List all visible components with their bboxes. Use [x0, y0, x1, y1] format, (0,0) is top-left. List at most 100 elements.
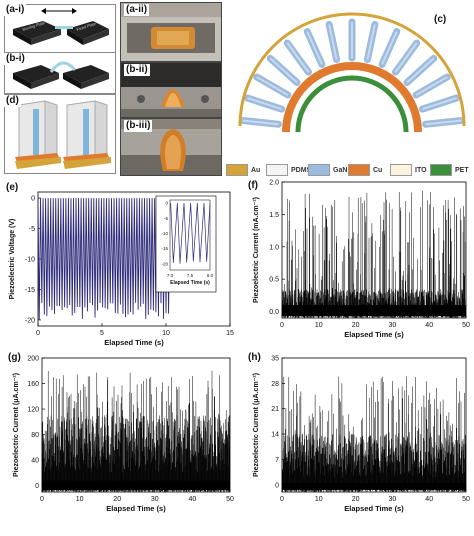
x-tick-label: 20: [352, 322, 360, 329]
legend-label: ITO: [415, 166, 427, 174]
bent-device-diagram: [13, 61, 109, 89]
x-tick-label: 0: [36, 330, 40, 337]
inset-x-tick-label: 7.5: [187, 273, 194, 278]
layer-legend: Au PDMS GaN Cu ITO PET: [226, 163, 472, 177]
gan-rod-highlight: [247, 97, 282, 111]
legend-swatch: [390, 164, 412, 176]
label-c: (c): [432, 14, 449, 26]
inset-y-tick-label: -15: [161, 246, 168, 251]
legend-item-pet: PET: [430, 164, 469, 176]
device-3d-diagram: [15, 100, 111, 169]
gan-rod-highlight: [422, 97, 457, 111]
x-tick-label: 50: [462, 496, 470, 503]
y-tick-label: 120: [27, 407, 39, 414]
plot-frame: [281, 181, 467, 319]
x-tick-label: 40: [425, 322, 433, 329]
inset-x-tick-label: 8.0: [207, 273, 214, 278]
inset-y-tick-label: 0: [165, 201, 168, 206]
label-b-iii: (b-iii): [124, 120, 153, 132]
legend-item-pdms: PDMS: [266, 164, 311, 176]
x-axis-title: Elapsed Time (s): [106, 504, 166, 513]
legend-swatch: [226, 164, 248, 176]
current-spikes: [281, 376, 466, 492]
label-f: (f): [246, 180, 260, 192]
y-tick-label: 28: [271, 381, 279, 388]
chart-g: 0 10 20 30 40 50 0 40 80 120 160 200 Elapsed Time (s…: [13, 356, 234, 514]
legend-label: PDMS: [291, 166, 312, 174]
legend-swatch: [430, 164, 452, 176]
baseline-band: [282, 482, 466, 490]
y-tick-label: -10: [25, 257, 35, 264]
current-trace: [281, 376, 466, 492]
x-tick-label: 0: [40, 496, 44, 503]
current-spikes: [281, 190, 466, 318]
plot-frame: [281, 357, 467, 493]
inset-x-axis-title: Elapsed Time (s): [170, 280, 210, 286]
gan-rod-highlight: [394, 42, 418, 73]
label-b-i: (b-i): [4, 53, 27, 65]
photo-b-iii: [120, 118, 222, 176]
x-tick-label: 10: [315, 322, 323, 329]
y-tick-label: 2.0: [269, 180, 279, 187]
legend-item-cu: Cu: [348, 164, 382, 176]
y-tick-label: 0: [35, 483, 39, 490]
x-tick-label: 40: [425, 496, 433, 503]
gan-rod-highlight: [242, 119, 279, 126]
y-tick-label: 0: [31, 196, 35, 203]
inset-y-tick-label: -10: [161, 231, 168, 236]
y-tick-label: 160: [27, 381, 39, 388]
legend-item-au: Au: [226, 164, 260, 176]
y-tick-label: 0: [275, 482, 279, 489]
baseline-band: [42, 480, 230, 491]
y-tick-label: 14: [271, 432, 279, 439]
x-tick-label: 15: [226, 330, 234, 337]
label-a-ii: (a-ii): [124, 4, 150, 16]
y-axis-title: Piezoelectric Current (mA.cm⁻²): [253, 197, 260, 303]
y-tick-label: -15: [25, 287, 35, 294]
legend-label: GaN: [333, 166, 348, 174]
x-tick-label: 10: [76, 496, 84, 503]
x-tick-label: 20: [352, 496, 360, 503]
y-tick-label: 0.5: [269, 277, 279, 284]
y-tick-label: -20: [25, 317, 35, 324]
gan-rod-highlight: [256, 76, 289, 96]
y-tick-label: 200: [27, 356, 39, 363]
legend-swatch: [348, 164, 370, 176]
x-tick-label: 30: [389, 496, 397, 503]
x-tick-label: 50: [226, 496, 234, 503]
gan-rod-highlight: [406, 57, 435, 84]
legend-label: Au: [251, 166, 261, 174]
y-axis-title: Piezoelectric Current (μA.cm⁻²): [253, 373, 260, 477]
gan-rod-highlight: [306, 31, 323, 65]
panel-d: [4, 94, 116, 174]
label-e: (e): [4, 182, 21, 194]
gan-rod-highlight: [269, 57, 298, 84]
label-h: (h): [246, 352, 263, 364]
y-tick-label: 1.0: [269, 244, 279, 251]
y-axis-title: Piezoelectric Current (μA.cm⁻²): [13, 373, 20, 477]
y-tick-label: 40: [31, 458, 39, 465]
x-tick-label: 0: [280, 322, 284, 329]
y-tick-label: 35: [271, 356, 279, 363]
y-tick-label: 1.5: [269, 212, 279, 219]
panel-b-i: [4, 52, 116, 94]
chart-h: 0 10 20 30 40 50 0 7 14 21 28 35 Elapsed Time (s) Pie…: [253, 356, 470, 514]
current-spikes: [41, 370, 230, 492]
gan-rod-highlight: [415, 76, 448, 96]
gan-rod-highlight: [286, 42, 310, 73]
legend-label: PET: [455, 166, 469, 174]
label-a-i: (a-i): [4, 4, 27, 16]
x-tick-label: 40: [189, 496, 197, 503]
y-tick-label: 0.0: [269, 309, 279, 316]
gan-rod-highlight: [425, 119, 462, 126]
y-axis-title: Piezoelectric Voltage (V): [9, 219, 16, 300]
gan-rod-highlight: [328, 24, 338, 60]
x-tick-label: 0: [280, 496, 284, 503]
legend-item-gan: GaN: [308, 164, 347, 176]
x-tick-label: 10: [315, 496, 323, 503]
legend-label: Cu: [373, 166, 383, 174]
label-b-ii: (b-ii): [124, 64, 150, 76]
legend-item-ito: ITO: [390, 164, 427, 176]
x-tick-label: 30: [389, 322, 397, 329]
y-tick-label: 21: [271, 406, 279, 413]
